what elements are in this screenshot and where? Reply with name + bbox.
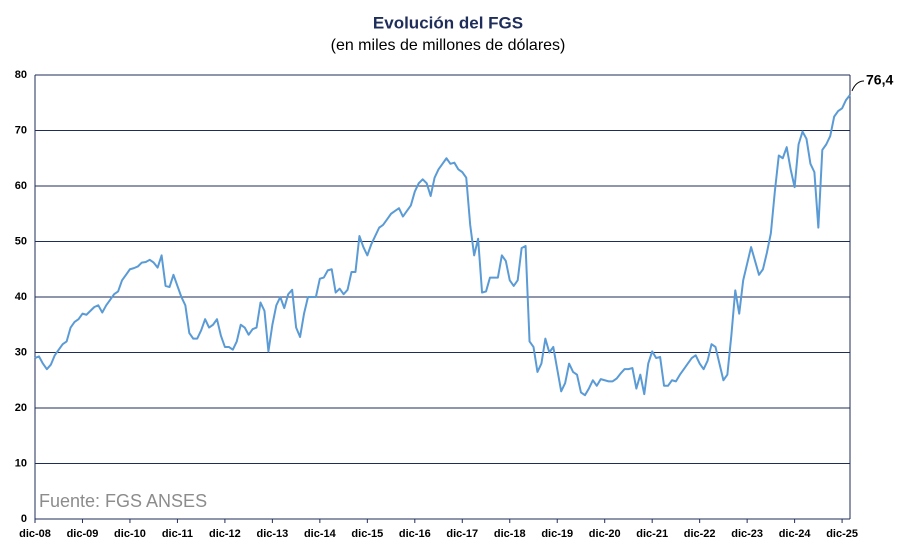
x-tick-label: dic-09: [67, 528, 99, 540]
x-tick-label: dic-23: [731, 528, 763, 540]
y-tick-label: 70: [15, 124, 27, 136]
y-tick-label: 60: [15, 180, 27, 192]
x-tick-label: dic-25: [826, 528, 858, 540]
y-tick-label: 0: [21, 513, 27, 525]
x-tick-label: dic-14: [304, 528, 337, 540]
y-tick-label: 80: [15, 69, 27, 81]
y-tick-label: 40: [15, 291, 27, 303]
x-tick-label: dic-13: [256, 528, 288, 540]
y-tick-label: 30: [15, 346, 27, 358]
data-line: [34, 94, 851, 397]
x-tick-label: dic-17: [446, 528, 478, 540]
source-note: Fuente: FGS ANSES: [39, 491, 207, 511]
y-tick-label: 50: [15, 235, 27, 247]
x-tick-label: dic-16: [399, 528, 431, 540]
annotation: 76,4: [866, 72, 893, 88]
x-tick-label: dic-12: [209, 528, 241, 540]
x-tick-label: dic-21: [636, 528, 668, 540]
x-tick-label: dic-22: [684, 528, 716, 540]
x-tick-label: dic-15: [351, 528, 383, 540]
x-tick-label: dic-20: [589, 528, 621, 540]
annotation-arrow: [851, 80, 865, 92]
x-tick-label: dic-19: [541, 528, 573, 540]
y-tick-label: 20: [15, 402, 27, 414]
chart-subtitle: (en miles de millones de dólares): [331, 37, 566, 54]
x-tick-label: dic-11: [162, 528, 193, 540]
x-tick-label: dic-24: [779, 528, 812, 540]
x-tick-label: dic-10: [114, 528, 146, 540]
x-tick-label: dic-18: [494, 528, 526, 540]
y-tick-label: 10: [15, 457, 27, 469]
x-tick-label: dic-08: [19, 528, 51, 540]
chart-title: Evolución del FGS: [373, 13, 523, 32]
